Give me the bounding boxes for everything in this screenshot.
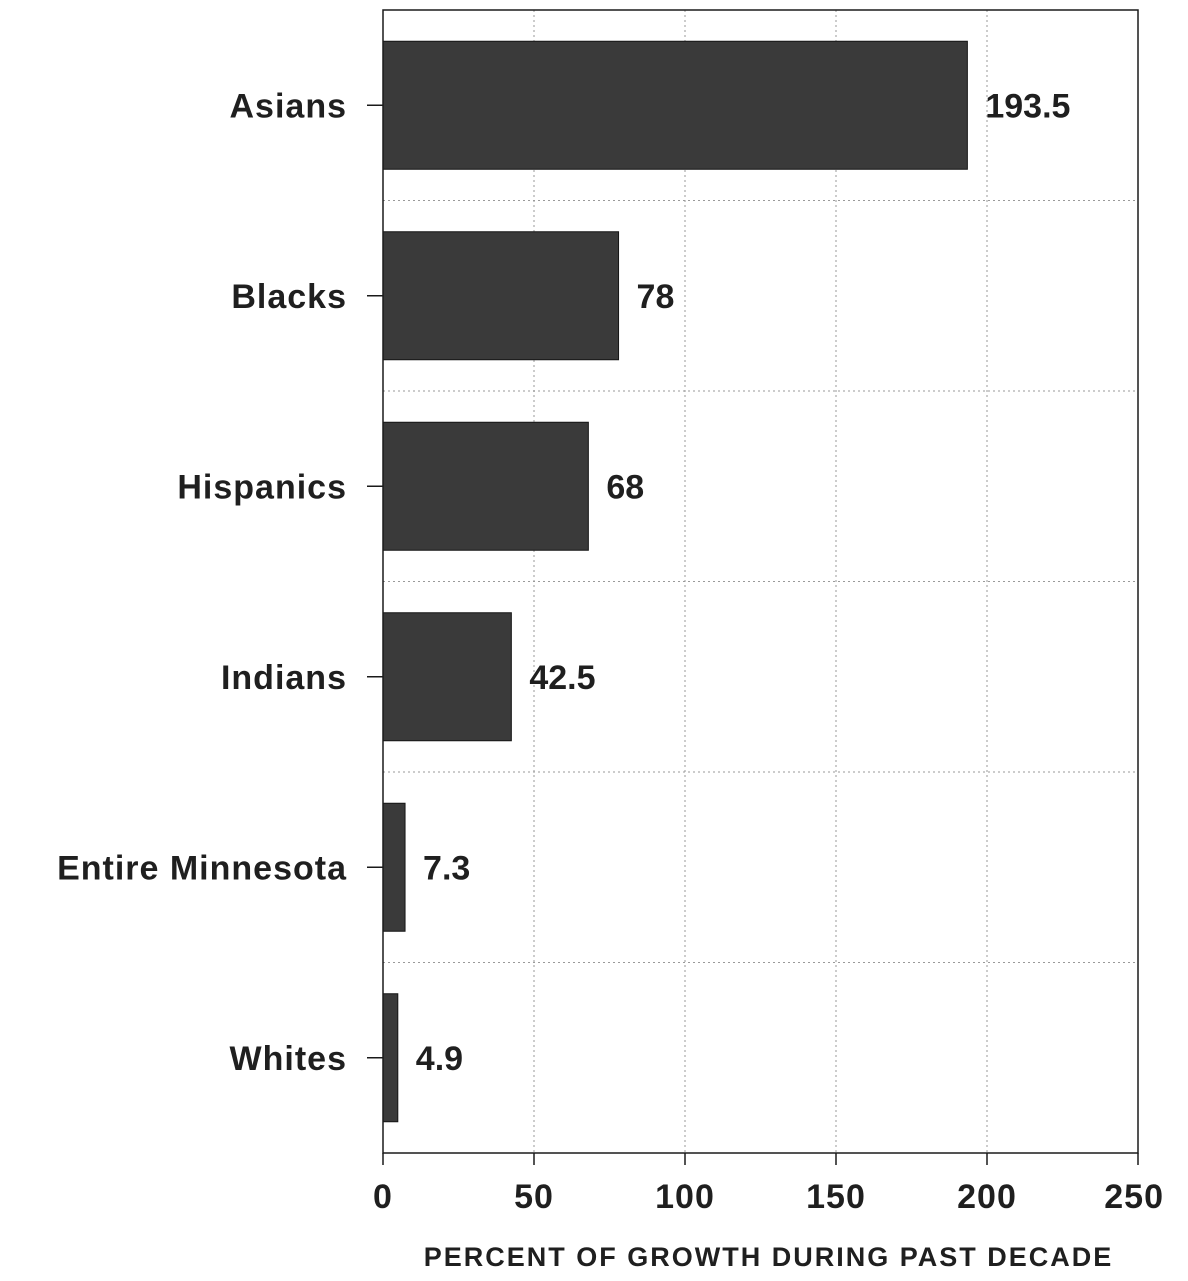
category-label: Indians — [221, 659, 347, 697]
bar-entire-minnesota — [382, 802, 406, 932]
grid-layer — [383, 10, 1138, 1153]
value-label: 4.9 — [416, 1040, 463, 1078]
plot-frame — [382, 9, 1139, 1154]
x-tick-label: 0 — [373, 1178, 393, 1216]
category-label: Whites — [230, 1040, 347, 1078]
bar-asians — [382, 40, 968, 170]
value-label: 68 — [606, 468, 644, 506]
value-label: 78 — [637, 278, 675, 316]
x-tick-layer: 0 50 100 150 200 250 — [373, 1153, 1164, 1216]
x-tick-label: 250 — [1104, 1178, 1164, 1216]
category-label: Asians — [230, 87, 348, 125]
value-label: 42.5 — [529, 659, 595, 697]
bar-whites — [382, 993, 399, 1123]
y-tick-layer — [367, 104, 383, 1059]
x-tick-label: 150 — [806, 1178, 866, 1216]
x-tick-label: 200 — [957, 1178, 1017, 1216]
value-label-layer: 193.5 78 68 42.5 7.3 4.9 — [416, 87, 1071, 1078]
bar-indians — [382, 612, 512, 742]
value-label: 7.3 — [423, 849, 470, 887]
bar-layer — [382, 40, 968, 1123]
category-label: Blacks — [231, 278, 347, 316]
category-label: Entire Minnesota — [57, 849, 347, 887]
x-axis-title: PERCENT OF GROWTH DURING PAST DECADE — [424, 1242, 1114, 1272]
bar-hispanics — [382, 421, 589, 551]
bar-blacks — [382, 231, 620, 361]
category-label-layer: Asians Blacks Hispanics Indians Entire Minne… — [57, 87, 348, 1078]
x-tick-label: 100 — [655, 1178, 715, 1216]
category-label: Hispanics — [177, 468, 347, 506]
x-tick-label: 50 — [514, 1178, 554, 1216]
value-label: 193.5 — [985, 87, 1070, 125]
